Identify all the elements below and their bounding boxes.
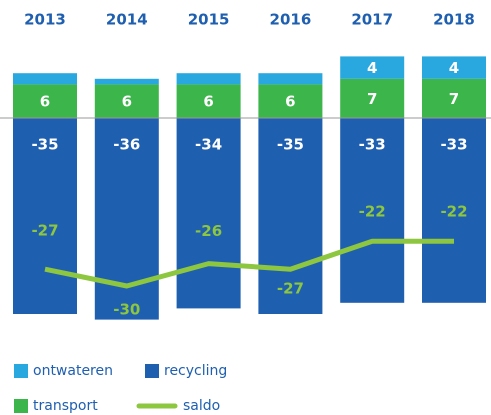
year-label: 2017 xyxy=(351,11,393,29)
bar-label: -33 xyxy=(440,136,467,154)
bar xyxy=(176,84,241,118)
bar xyxy=(340,118,405,303)
line-label: -26 xyxy=(195,222,222,240)
line-label: -30 xyxy=(113,301,140,319)
bar xyxy=(422,118,486,303)
bar xyxy=(258,84,323,118)
legend-label: ontwateren xyxy=(33,363,113,379)
bar-label: 6 xyxy=(203,93,213,111)
bar-label: -35 xyxy=(31,136,58,154)
line-label: -22 xyxy=(359,203,386,221)
legend-label: transport xyxy=(33,398,98,414)
year-label: 2014 xyxy=(106,11,148,29)
bar-label: -34 xyxy=(195,136,222,154)
year-label: 2016 xyxy=(270,11,312,29)
year-label: 2015 xyxy=(188,11,230,29)
bar-label: 7 xyxy=(449,90,459,108)
year-label: 2018 xyxy=(433,11,475,29)
bar-label: 7 xyxy=(367,90,377,108)
line-label: -27 xyxy=(277,280,304,298)
bar xyxy=(340,78,405,118)
bar-label: 6 xyxy=(122,93,132,111)
bar-label: -33 xyxy=(359,136,386,154)
line-label: -27 xyxy=(31,222,58,240)
bar xyxy=(258,118,323,314)
bar xyxy=(176,118,241,309)
bar-label: -35 xyxy=(277,136,304,154)
bar xyxy=(94,78,159,85)
bar-label: 6 xyxy=(40,93,50,111)
bar-label: 4 xyxy=(449,59,459,77)
bar xyxy=(258,73,323,85)
legend-swatch xyxy=(14,399,28,413)
bar xyxy=(422,56,486,79)
bar-label: 4 xyxy=(367,59,377,77)
year-label: 2013 xyxy=(24,11,66,29)
line xyxy=(44,238,454,289)
bar xyxy=(94,84,159,118)
bar xyxy=(13,73,77,85)
legend-swatch xyxy=(14,364,28,378)
bar xyxy=(422,78,486,118)
bar-label: 6 xyxy=(285,93,295,111)
bar-label: -36 xyxy=(113,136,140,154)
legend-swatch xyxy=(145,364,159,378)
bar xyxy=(176,73,241,85)
bar xyxy=(340,56,405,79)
line-label: -22 xyxy=(440,203,467,221)
bar xyxy=(13,84,77,118)
bar xyxy=(13,118,77,314)
legend-label: saldo xyxy=(183,398,220,414)
legend-label: recycling xyxy=(164,363,227,379)
